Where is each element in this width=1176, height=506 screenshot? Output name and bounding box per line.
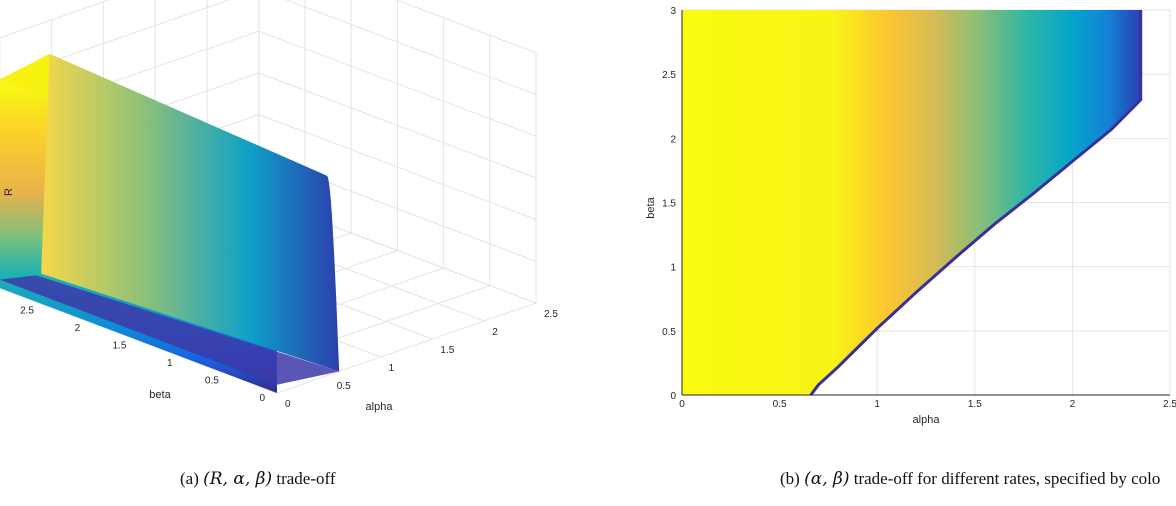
- caption-a-suffix: trade-off: [276, 469, 336, 488]
- y-tick-label: 0.5: [205, 376, 219, 387]
- x-tick-label: 1.5: [440, 345, 454, 356]
- caption-a-math: (R, α, β): [203, 469, 273, 489]
- heatmap-chart: 0 0.5 1 1.5 2 2.5 0 0.5 1 1.5 2 2.5 3 alpha beta: [645, 6, 1176, 426]
- x-axis-label: alpha: [366, 401, 394, 413]
- y-tick-label: 1: [167, 358, 173, 369]
- y-tick-label: 0.5: [662, 327, 676, 338]
- y-tick-label: 2.5: [662, 70, 676, 81]
- x-tick-label: 0.5: [337, 381, 351, 392]
- caption-b-suffix: trade-off for different rates, specified…: [853, 469, 1161, 488]
- caption-b-math: (α, β): [804, 469, 850, 489]
- y-tick-label: 1.5: [662, 199, 676, 210]
- x-tick-label: 2: [492, 327, 498, 338]
- axis-ticks: 0 0.5 1 1.5 2 2.5 0 0.5 1 1.5 2 2.5 3: [662, 6, 1176, 410]
- caption-a-prefix: (a): [180, 469, 199, 488]
- x-tick-label: 0: [679, 399, 685, 410]
- y-tick-label: 0: [259, 393, 265, 404]
- y-axis-label: beta: [645, 196, 657, 218]
- y-tick-label: 2: [670, 134, 676, 145]
- grid-line: [258, 72, 537, 179]
- figure-canvas: 00.10.20.30.40.50.600.511.522.5300.511.5…: [0, 0, 1176, 426]
- x-tick-label: 2.5: [544, 309, 558, 320]
- x-tick-label: 2.5: [1163, 399, 1176, 410]
- region-boundary: [809, 10, 1143, 395]
- x-axis-label: alpha: [913, 414, 941, 426]
- caption-b: (b) (α, β) trade-off for different rates…: [780, 469, 1160, 489]
- z-axis-label: R: [3, 188, 15, 196]
- grid-line: [258, 114, 537, 221]
- x-tick-label: 1: [389, 363, 395, 374]
- grid-line: [285, 0, 537, 95]
- caption-a: (a) (R, α, β) trade-off: [180, 469, 336, 489]
- surface-right-face: [41, 53, 340, 372]
- y-tick-label: 1.5: [112, 341, 126, 352]
- y-tick-label: 2: [75, 323, 81, 334]
- grid-line: [395, 0, 537, 54]
- grid-line: [276, 302, 537, 394]
- y-tick-label: 2.5: [20, 306, 34, 317]
- y-tick-label: 0: [670, 391, 676, 402]
- axis-ticks-3d: 00.10.20.30.40.50.600.511.522.5300.511.5…: [20, 306, 558, 411]
- y-axis-label: beta: [149, 389, 171, 401]
- y-tick-label: 3: [670, 6, 676, 17]
- x-tick-label: 1.5: [968, 399, 982, 410]
- grid-line: [0, 0, 111, 39]
- y-tick-label: 1: [670, 263, 676, 274]
- surface-bottom-face: [0, 275, 340, 385]
- x-tick-label: 0: [285, 399, 291, 410]
- surface-chart-3d: 00.10.20.30.40.50.600.511.522.5300.511.5…: [0, 0, 558, 413]
- x-tick-label: 2: [1070, 399, 1076, 410]
- grid-line: [258, 30, 537, 137]
- x-tick-label: 0.5: [773, 399, 787, 410]
- trade-off-surface: [0, 53, 340, 393]
- caption-b-prefix: (b): [780, 469, 800, 488]
- x-tick-label: 1: [874, 399, 880, 410]
- feasible-region: [682, 10, 1141, 395]
